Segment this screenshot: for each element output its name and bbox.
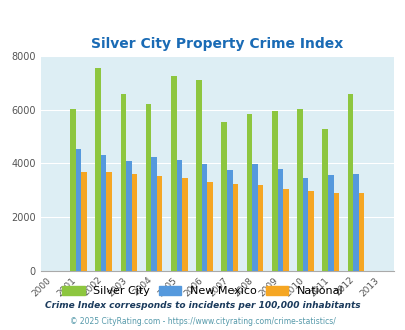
- Bar: [277, 169, 282, 271]
- Bar: [257, 185, 263, 271]
- Bar: [70, 109, 75, 271]
- Bar: [282, 189, 288, 271]
- Bar: [156, 177, 162, 271]
- Bar: [196, 81, 201, 271]
- Bar: [271, 111, 277, 271]
- Bar: [246, 114, 252, 271]
- Bar: [120, 94, 126, 271]
- Bar: [221, 122, 226, 271]
- Bar: [131, 174, 137, 271]
- Bar: [101, 154, 106, 271]
- Bar: [75, 149, 81, 271]
- Bar: [176, 160, 182, 271]
- Bar: [307, 191, 313, 271]
- Bar: [322, 129, 327, 271]
- Bar: [327, 175, 333, 271]
- Text: © 2025 CityRating.com - https://www.cityrating.com/crime-statistics/: © 2025 CityRating.com - https://www.city…: [70, 317, 335, 326]
- Bar: [126, 161, 131, 271]
- Bar: [201, 164, 207, 271]
- Bar: [252, 164, 257, 271]
- Title: Silver City Property Crime Index: Silver City Property Crime Index: [91, 37, 343, 51]
- Bar: [207, 182, 212, 271]
- Text: Crime Index corresponds to incidents per 100,000 inhabitants: Crime Index corresponds to incidents per…: [45, 301, 360, 310]
- Bar: [302, 178, 307, 271]
- Bar: [95, 68, 101, 271]
- Bar: [145, 104, 151, 271]
- Bar: [296, 109, 302, 271]
- Bar: [81, 172, 87, 271]
- Bar: [182, 178, 187, 271]
- Bar: [333, 193, 338, 271]
- Bar: [352, 174, 358, 271]
- Legend: Silver City, New Mexico, National: Silver City, New Mexico, National: [58, 281, 347, 301]
- Bar: [347, 94, 352, 271]
- Bar: [171, 76, 176, 271]
- Bar: [106, 173, 112, 271]
- Bar: [358, 193, 363, 271]
- Bar: [232, 184, 238, 271]
- Bar: [226, 170, 232, 271]
- Bar: [151, 157, 156, 271]
